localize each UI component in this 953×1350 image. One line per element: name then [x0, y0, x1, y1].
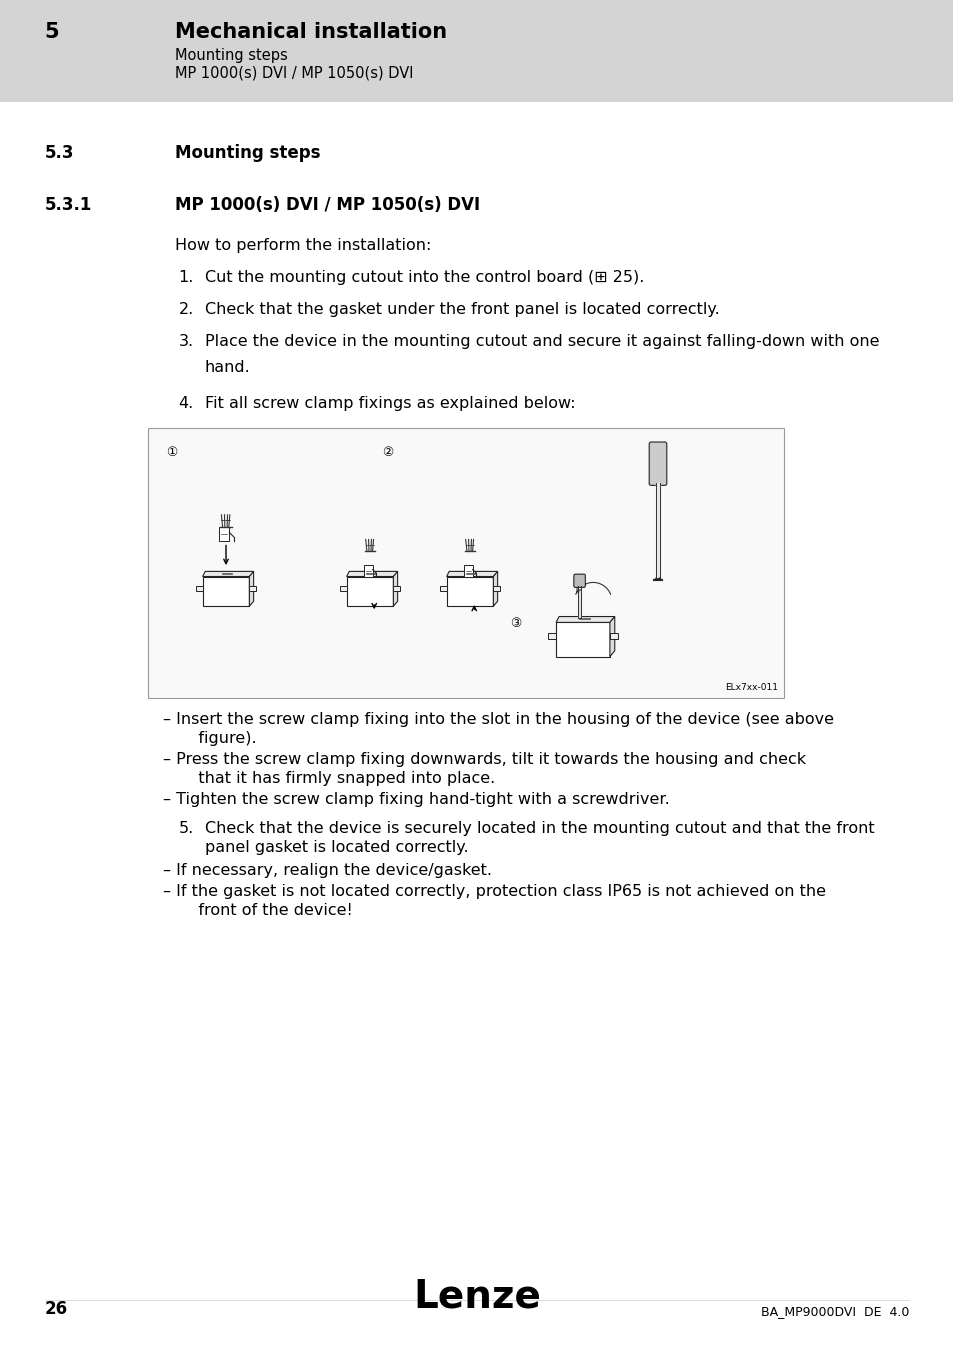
Text: hand.: hand. — [204, 360, 250, 375]
Bar — [219, 528, 229, 541]
Text: Cut the mounting cutout into the control board (⊞ 25).: Cut the mounting cutout into the control… — [204, 270, 643, 285]
Bar — [339, 586, 346, 591]
Polygon shape — [393, 571, 397, 606]
Text: BA_MP9000DVI  DE  4.0: BA_MP9000DVI DE 4.0 — [760, 1305, 908, 1318]
Text: Fit all screw clamp fixings as explained below:: Fit all screw clamp fixings as explained… — [204, 396, 575, 410]
Text: MP 1000(s) DVI / MP 1050(s) DVI: MP 1000(s) DVI / MP 1050(s) DVI — [174, 66, 413, 81]
Text: How to perform the installation:: How to perform the installation: — [174, 238, 431, 252]
Polygon shape — [609, 617, 614, 656]
Bar — [493, 586, 499, 591]
Polygon shape — [249, 571, 253, 606]
Bar — [249, 586, 256, 591]
Text: 5: 5 — [45, 22, 59, 42]
Text: ①: ① — [166, 446, 177, 459]
Text: Mounting steps: Mounting steps — [174, 144, 320, 162]
Bar — [364, 564, 373, 576]
Text: ELx7xx-011: ELx7xx-011 — [724, 683, 778, 693]
Bar — [148, 428, 783, 698]
Text: 26: 26 — [45, 1300, 68, 1318]
FancyBboxPatch shape — [649, 441, 666, 486]
Bar — [556, 622, 609, 656]
Bar — [439, 586, 446, 591]
Text: 5.3: 5.3 — [45, 144, 74, 162]
Text: Mechanical installation: Mechanical installation — [174, 22, 446, 42]
Text: 5.: 5. — [178, 821, 193, 836]
Bar — [609, 633, 617, 639]
Bar — [393, 586, 399, 591]
Bar — [346, 576, 393, 606]
Text: 4.: 4. — [178, 396, 193, 410]
Text: – Press the screw clamp fixing downwards, tilt it towards the housing and check: – Press the screw clamp fixing downwards… — [162, 752, 805, 767]
Text: – If necessary, realign the device/gasket.: – If necessary, realign the device/gaske… — [162, 863, 491, 878]
Text: 5.3.1: 5.3.1 — [45, 196, 92, 215]
Text: MP 1000(s) DVI / MP 1050(s) DVI: MP 1000(s) DVI / MP 1050(s) DVI — [174, 196, 479, 215]
Polygon shape — [446, 571, 497, 576]
Bar — [0, 0, 953, 103]
Bar — [463, 564, 472, 576]
Text: Check that the device is securely located in the mounting cutout and that the fr: Check that the device is securely locate… — [204, 821, 873, 836]
Bar — [195, 586, 202, 591]
Text: front of the device!: front of the device! — [182, 903, 352, 918]
Polygon shape — [556, 617, 614, 622]
Text: ③: ③ — [510, 617, 521, 630]
Text: 3.: 3. — [178, 333, 193, 350]
Text: panel gasket is located correctly.: panel gasket is located correctly. — [204, 840, 468, 855]
Text: Mounting steps: Mounting steps — [174, 49, 287, 63]
Text: – Insert the screw clamp fixing into the slot in the housing of the device (see : – Insert the screw clamp fixing into the… — [162, 711, 833, 728]
Text: Check that the gasket under the front panel is located correctly.: Check that the gasket under the front pa… — [204, 302, 719, 317]
Text: – If the gasket is not located correctly, protection class IP65 is not achieved : – If the gasket is not located correctly… — [162, 884, 824, 899]
Polygon shape — [202, 571, 253, 576]
Text: Place the device in the mounting cutout and secure it against falling-down with : Place the device in the mounting cutout … — [204, 333, 878, 350]
Text: – Tighten the screw clamp fixing hand-tight with a screwdriver.: – Tighten the screw clamp fixing hand-ti… — [162, 792, 669, 807]
Text: 1.: 1. — [178, 270, 193, 285]
Polygon shape — [346, 571, 397, 576]
Bar — [446, 576, 493, 606]
Polygon shape — [493, 571, 497, 606]
Bar — [202, 576, 249, 606]
Text: 2.: 2. — [178, 302, 193, 317]
Bar — [548, 633, 556, 639]
Text: that it has firmly snapped into place.: that it has firmly snapped into place. — [182, 771, 495, 786]
Text: figure).: figure). — [182, 730, 256, 747]
FancyBboxPatch shape — [574, 574, 585, 587]
Text: ②: ② — [382, 446, 394, 459]
Text: Lenze: Lenze — [413, 1278, 540, 1316]
